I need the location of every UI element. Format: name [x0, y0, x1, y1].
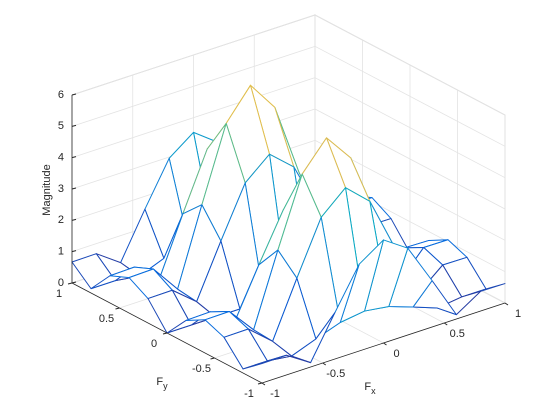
z-tick-label: 5	[58, 120, 64, 132]
axis-line	[261, 302, 506, 384]
y-tick-label: -0.5	[192, 363, 211, 375]
x-tick-label: 0	[393, 348, 399, 360]
y-tick	[115, 307, 120, 310]
y-tick	[67, 282, 73, 285]
z-tick	[71, 93, 77, 96]
z-tick-label: 6	[58, 89, 64, 101]
grid-line	[314, 45, 506, 147]
x-axis-label: Fx	[364, 381, 376, 396]
y-tick-label: 1	[56, 288, 62, 300]
z-tick	[71, 281, 77, 284]
x-tick	[443, 322, 448, 326]
grid-line	[314, 77, 506, 179]
z-tick-label: 4	[58, 152, 64, 164]
z-tick	[71, 250, 77, 253]
x-tick	[261, 382, 266, 386]
mesh	[71, 84, 506, 370]
z-tick-label: 2	[58, 214, 64, 226]
y-tick	[257, 382, 263, 385]
x-tick	[504, 302, 509, 306]
z-tick	[71, 156, 77, 159]
x-tick-label: -0.5	[326, 368, 345, 380]
y-tick	[162, 332, 168, 335]
y-axis-label: Fy	[156, 376, 168, 391]
z-tick	[71, 124, 77, 127]
x-tick-label: 1	[515, 308, 521, 320]
y-tick-label: -1	[244, 388, 254, 400]
z-tick-label: 3	[58, 183, 64, 195]
grid-line	[71, 45, 316, 127]
z-tick	[71, 218, 77, 221]
y-tick-label: 0	[151, 338, 157, 350]
axis-line	[71, 282, 263, 384]
grid-line	[314, 14, 506, 116]
z-tick-label: 0	[58, 277, 64, 289]
x-tick-label: 0.5	[450, 328, 465, 340]
z-tick	[71, 187, 77, 190]
grid-line	[71, 77, 316, 159]
mesh-cell	[242, 354, 287, 370]
grid-line	[71, 14, 316, 96]
grid-line	[314, 108, 506, 210]
x-tick	[322, 362, 327, 366]
z-axis-label: Magnitude	[41, 164, 53, 215]
z-tick-label: 1	[58, 246, 64, 258]
x-tick-label: -1	[270, 388, 280, 400]
y-tick	[210, 357, 215, 360]
x-tick	[383, 342, 387, 346]
y-tick-label: 0.5	[99, 313, 114, 325]
